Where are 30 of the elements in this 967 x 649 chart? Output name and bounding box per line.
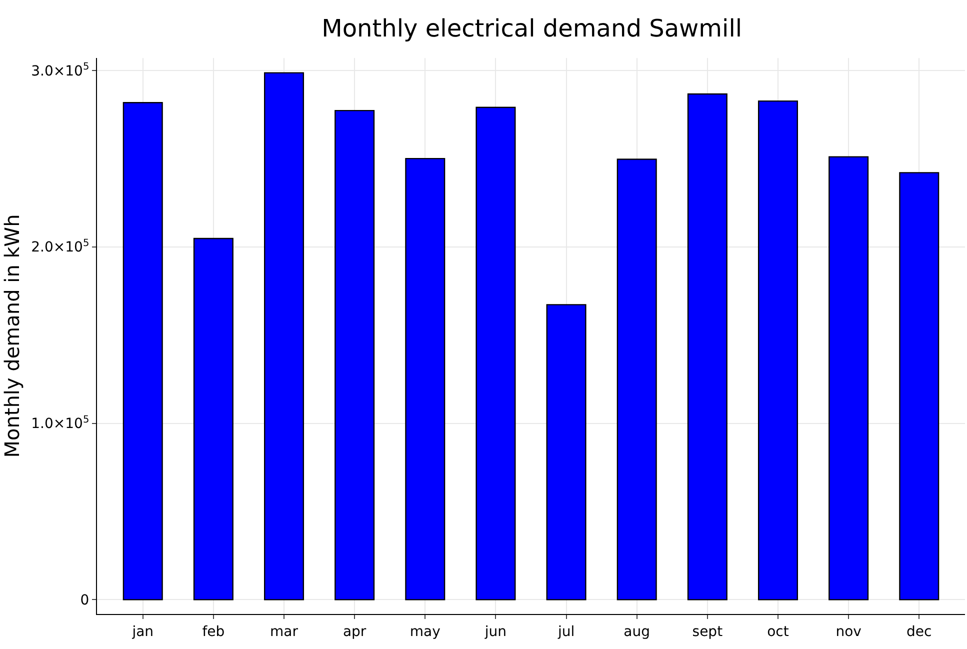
chart-title: Monthly electrical demand Sawmill	[322, 14, 742, 42]
bar	[687, 93, 728, 600]
y-axis-title: Monthly demand in kWh	[0, 214, 24, 458]
x-tick-label: nov	[836, 624, 862, 640]
bar	[122, 102, 163, 600]
bar	[828, 156, 869, 600]
y-tick-label: 3.0×10$^{5}$	[31, 61, 90, 80]
y-tick-label: 1.0×10$^{5}$	[31, 414, 90, 432]
x-tick-label: jun	[484, 624, 507, 640]
bar	[758, 100, 798, 600]
x-tick-label: feb	[202, 624, 225, 640]
x-tick-label: apr	[342, 624, 366, 640]
x-tick-label: oct	[767, 624, 790, 640]
bar	[616, 158, 657, 600]
bar	[476, 106, 516, 600]
bar	[546, 304, 586, 600]
x-tick-label: may	[410, 624, 440, 640]
y-tick-label: 0	[80, 592, 90, 609]
x-tick-label: dec	[906, 624, 932, 640]
x-tick-label: sept	[692, 624, 724, 640]
bar	[264, 72, 304, 600]
y-tick-label: 2.0×10$^{5}$	[31, 238, 90, 256]
bar	[405, 158, 446, 600]
x-tick-label: aug	[624, 624, 650, 640]
bar	[334, 110, 375, 600]
x-tick-label: jan	[131, 624, 154, 640]
x-tick-label: mar	[270, 624, 298, 640]
bar	[193, 238, 234, 600]
bar	[899, 172, 940, 600]
x-tick-label: jul	[556, 624, 575, 640]
